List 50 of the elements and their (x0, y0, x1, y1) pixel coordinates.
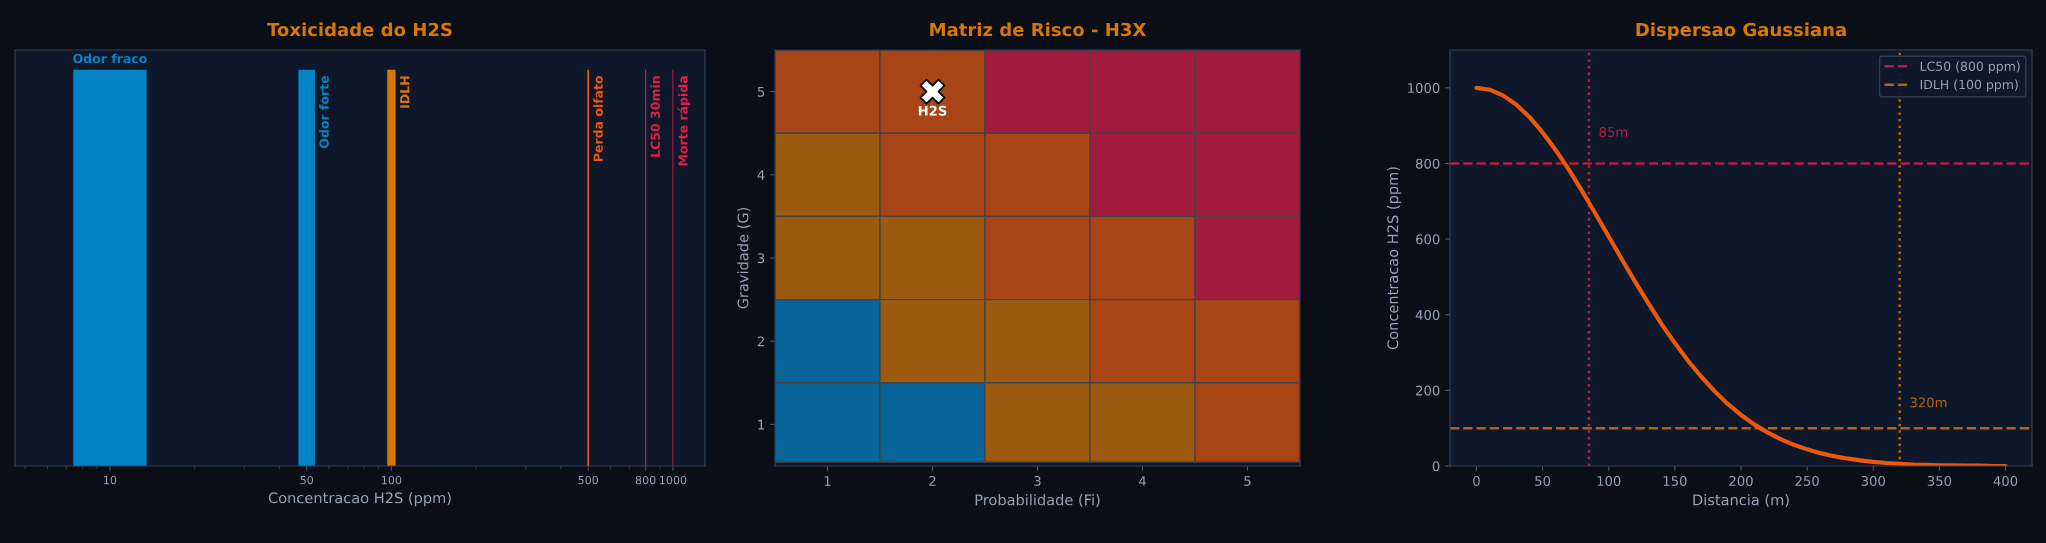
x-tick-label: 200 (1729, 475, 1753, 486)
y-tick-label: 600 (1416, 234, 1440, 245)
ref-line-label: 320m (1910, 397, 1947, 408)
x-tick-label: 500 (578, 475, 599, 485)
annotation: Morte rápida (677, 76, 691, 166)
y-tick-label: 5 (757, 86, 765, 97)
x-tick-label: 50 (300, 475, 314, 485)
ref-line-label: 85m (1599, 127, 1628, 138)
y-tick-label: 1 (758, 419, 765, 430)
x-tick-label: 10 (104, 475, 117, 485)
x-tick-label: 3 (1034, 475, 1041, 486)
chart-title: Dispersao Gaussiana (1636, 22, 1846, 40)
annotation: LC50 30min (650, 76, 661, 157)
y-tick-label: 1000 (1408, 83, 1440, 94)
chart-title: Matriz de Risco - H3X (930, 22, 1147, 37)
y-tick-label: 800 (1415, 158, 1440, 169)
y-tick-label: 2 (757, 336, 764, 347)
x-tick-label: 1000 (660, 475, 687, 485)
x-tick-label: 150 (1663, 475, 1687, 486)
x-tick-label: 250 (1795, 475, 1819, 486)
legend-label: IDLH (100 ppm) (1920, 79, 2018, 92)
x-axis-title: Probabilidade (Fi) (975, 494, 1100, 508)
x-tick-label: 50 (1535, 475, 1551, 486)
annotation: Odor fraco (73, 53, 147, 64)
series-label: H2S (918, 105, 947, 116)
annotation: Odor forte (319, 75, 329, 149)
x-tick-label: 5 (1244, 476, 1251, 486)
legend-label: LC50 (800 ppm) (1920, 61, 2020, 74)
y-tick-label: 0 (1432, 461, 1440, 472)
x-tick-label: 350 (1927, 475, 1952, 486)
x-tick-label: 400 (1993, 475, 2018, 486)
annotation: IDLH (400, 76, 410, 108)
x-tick-label: 4 (1138, 476, 1146, 486)
chart-title: Toxicidade do H2S (267, 22, 452, 37)
x-tick-label: 1 (824, 476, 831, 486)
annotation: Perda olfato (593, 75, 603, 162)
x-tick-label: 100 (382, 475, 402, 485)
y-tick-label: 4 (757, 170, 765, 180)
y-axis-title: Gravidade (G) (737, 207, 751, 309)
x-tick-label: 0 (1473, 475, 1480, 486)
y-tick-label: 3 (757, 253, 765, 264)
y-axis-title: Concentracao H2S (ppm) (1387, 167, 1402, 350)
x-tick-label: 2 (929, 475, 936, 486)
y-tick-label: 400 (1415, 309, 1440, 320)
x-tick-label: 800 (635, 475, 656, 485)
y-tick-label: 200 (1416, 385, 1440, 396)
x-tick-label: 300 (1861, 475, 1885, 486)
x-tick-label: 100 (1597, 475, 1621, 486)
x-axis-title: Distancia (m) (1693, 494, 1789, 508)
x-axis-title: Concentracao H2S (ppm) (268, 492, 451, 507)
